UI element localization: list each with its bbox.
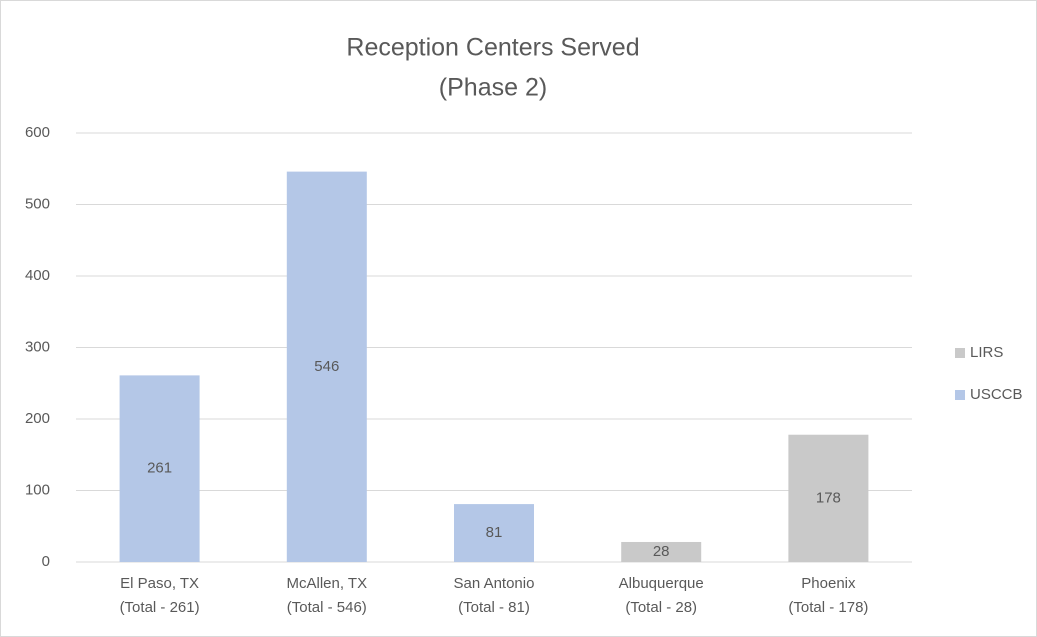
y-tick-label: 200 bbox=[25, 410, 50, 427]
bar-segment bbox=[788, 434, 869, 562]
data-label: 178 bbox=[816, 489, 841, 506]
chart-title: Reception Centers Served bbox=[346, 34, 639, 62]
data-label: 81 bbox=[486, 524, 503, 541]
y-tick-label: 300 bbox=[25, 338, 50, 355]
data-label: 261 bbox=[147, 460, 172, 477]
bar-segment bbox=[286, 171, 367, 563]
x-tick-label: (Total - 178) bbox=[788, 599, 868, 616]
x-tick-label: Phoenix bbox=[801, 575, 856, 592]
x-tick-label: San Antonio bbox=[454, 575, 535, 592]
x-tick-label: (Total - 261) bbox=[120, 599, 200, 616]
x-tick-label: (Total - 546) bbox=[287, 599, 367, 616]
y-tick-label: 100 bbox=[25, 481, 50, 498]
y-tick-label: 0 bbox=[42, 553, 50, 570]
y-tick-label: 400 bbox=[25, 267, 50, 284]
legend-label: LIRS bbox=[970, 344, 1003, 361]
y-tick-label: 500 bbox=[25, 195, 50, 212]
x-tick-label: (Total - 81) bbox=[458, 599, 530, 616]
bar-segment bbox=[119, 375, 200, 562]
legend-label: USCCB bbox=[970, 386, 1023, 403]
x-tick-label: McAllen, TX bbox=[287, 575, 368, 592]
data-label: 546 bbox=[314, 358, 339, 375]
x-tick-label: El Paso, TX bbox=[120, 575, 199, 592]
x-tick-label: (Total - 28) bbox=[625, 599, 697, 616]
chart-subtitle: (Phase 2) bbox=[439, 74, 547, 102]
bar-segment bbox=[621, 541, 702, 562]
legend-swatch bbox=[955, 390, 965, 400]
x-tick-label: Albuquerque bbox=[619, 575, 704, 592]
bar-segment bbox=[454, 504, 534, 562]
legend-swatch bbox=[955, 348, 965, 358]
y-tick-label: 600 bbox=[25, 124, 50, 141]
data-label: 28 bbox=[653, 543, 670, 560]
